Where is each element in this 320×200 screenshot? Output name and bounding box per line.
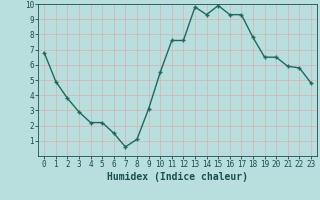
X-axis label: Humidex (Indice chaleur): Humidex (Indice chaleur) <box>107 172 248 182</box>
